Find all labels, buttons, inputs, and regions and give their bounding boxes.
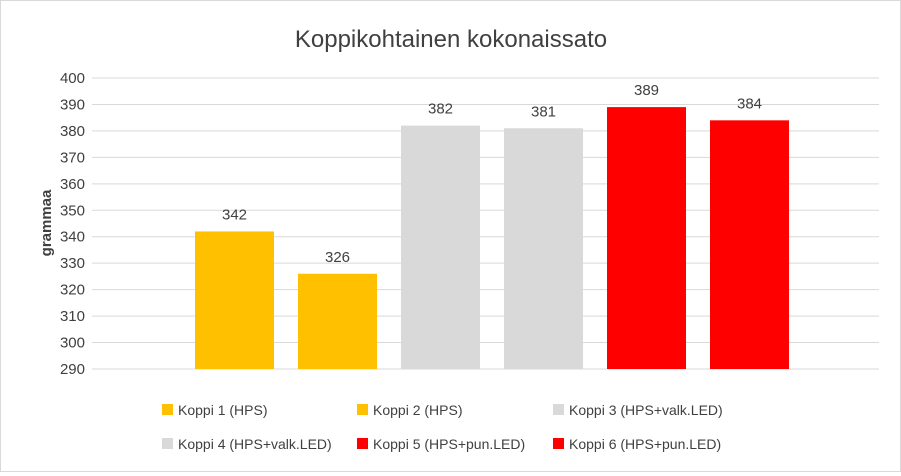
legend-swatch-koppi-1 [162, 404, 173, 415]
data-label-koppi-1: 342 [222, 206, 247, 223]
bar-koppi-4 [504, 128, 583, 369]
y-tick-label: 360 [60, 176, 85, 193]
data-label-koppi-6: 384 [737, 95, 762, 112]
y-tick-labels: 290 300 310 320 330 340 350 360 370 380 390 400 [60, 70, 85, 378]
data-labels: 342 326 382 381 389 384 [222, 82, 762, 266]
data-label-koppi-3: 382 [428, 101, 453, 118]
legend-label-koppi-4: Koppi 4 (HPS+valk.LED) [178, 436, 332, 452]
y-tick-label: 300 [60, 335, 85, 352]
bar-koppi-1 [195, 231, 274, 369]
legend-label-koppi-3: Koppi 3 (HPS+valk.LED) [569, 402, 723, 418]
y-tick-label: 380 [60, 123, 85, 140]
legend-label-koppi-1: Koppi 1 (HPS) [178, 402, 267, 418]
bar-koppi-2 [298, 273, 377, 369]
y-tick-label: 400 [60, 70, 85, 87]
legend-label-koppi-6: Koppi 6 (HPS+pun.LED) [569, 436, 721, 452]
legend-swatch-koppi-4 [162, 438, 173, 449]
y-tick-label: 370 [60, 149, 85, 166]
data-label-koppi-2: 326 [325, 249, 350, 266]
legend-label-koppi-5: Koppi 5 (HPS+pun.LED) [373, 436, 525, 452]
bars [195, 107, 789, 369]
y-tick-label: 350 [60, 202, 85, 219]
legend-label-koppi-2: Koppi 2 (HPS) [373, 402, 462, 418]
bar-koppi-3 [401, 125, 480, 369]
legend-swatch-koppi-6 [553, 438, 564, 449]
chart-title: Koppikohtainen kokonaissato [295, 26, 607, 53]
legend-swatch-koppi-3 [553, 404, 564, 415]
y-tick-label: 290 [60, 361, 85, 378]
y-tick-label: 340 [60, 229, 85, 246]
data-label-koppi-5: 389 [634, 82, 659, 99]
y-tick-label: 390 [60, 96, 85, 113]
bar-koppi-5 [607, 107, 686, 369]
data-label-koppi-4: 381 [531, 103, 556, 120]
legend-swatch-koppi-2 [357, 404, 368, 415]
y-axis-label: grammaa [38, 189, 55, 256]
legend-swatch-koppi-5 [357, 438, 368, 449]
y-tick-label: 330 [60, 255, 85, 272]
y-tick-label: 310 [60, 308, 85, 325]
y-tick-label: 320 [60, 282, 85, 299]
bar-koppi-6 [710, 120, 789, 369]
legend: Koppi 1 (HPS) Koppi 2 (HPS) Koppi 3 (HPS+v… [162, 402, 723, 452]
